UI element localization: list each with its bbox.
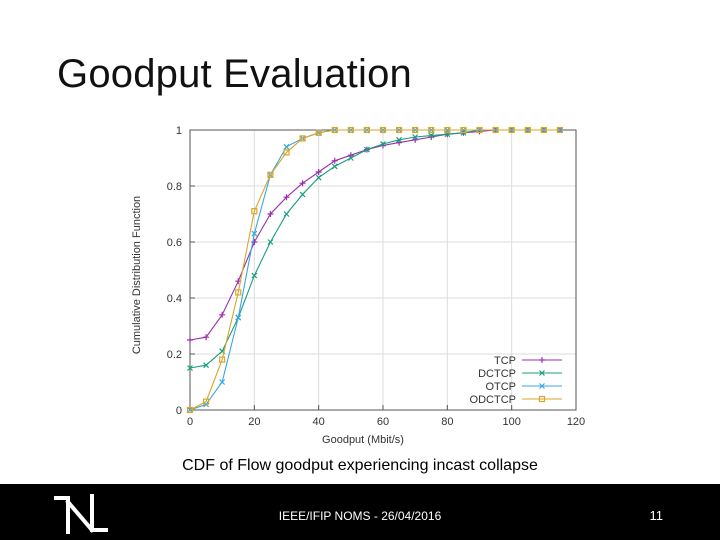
data-point-dctcp <box>299 191 306 198</box>
data-point-otcp <box>251 230 258 237</box>
data-point-odctcp <box>347 126 354 134</box>
data-point-odctcp <box>202 398 210 405</box>
data-point-odctcp <box>315 129 322 136</box>
y-tick-label: 0.6 <box>167 237 182 249</box>
legend-label-dctcp: DCTCP <box>478 368 516 380</box>
data-point-odctcp <box>476 126 483 134</box>
data-point-dctcp <box>283 211 290 217</box>
data-point-tcp <box>283 194 290 201</box>
data-point-dctcp <box>347 155 354 161</box>
cdf-chart: 0 20 40 60 80 100 120 0 0.2 0.4 0.6 0.8 1 Goodput (Mb… <box>131 125 585 446</box>
data-point-odctcp <box>524 126 531 134</box>
data-point-dctcp <box>396 136 403 143</box>
data-point-odctcp <box>460 126 467 134</box>
x-tick-label: 60 <box>377 416 389 428</box>
data-point-odctcp <box>540 126 547 134</box>
x-tick-label: 100 <box>502 416 520 428</box>
y-tick-label: 0 <box>176 405 182 417</box>
data-point-dctcp <box>331 163 338 170</box>
legend-label-tcp: TCP <box>494 355 516 367</box>
y-tick-label: 0.4 <box>167 293 182 305</box>
data-point-otcp <box>556 127 563 133</box>
data-point-odctcp <box>556 126 564 134</box>
y-tick-label: 1 <box>176 125 182 137</box>
data-point-tcp <box>267 211 274 217</box>
data-point-odctcp <box>235 289 242 296</box>
x-axis-label: Goodput (Mbit/s) <box>322 434 404 446</box>
data-point-odctcp <box>428 126 435 134</box>
data-point-otcp <box>235 314 242 321</box>
data-point-odctcp <box>283 149 290 156</box>
data-point-odctcp <box>492 126 499 134</box>
data-point-odctcp <box>186 406 194 414</box>
data-point-odctcp <box>379 126 387 134</box>
footer-text: IEEE/IFIP NOMS - 26/04/2016 <box>278 509 442 523</box>
footer-bar: IEEE/IFIP NOMS - 26/04/2016 11 <box>0 484 720 540</box>
data-point-odctcp <box>508 126 515 134</box>
legend-marker-odctcp <box>538 395 546 403</box>
legend-marker-tcp <box>539 357 545 363</box>
data-point-odctcp <box>412 126 419 134</box>
data-point-otcp <box>283 143 290 150</box>
data-point-odctcp <box>299 135 306 142</box>
legend-marker-otcp <box>539 383 545 389</box>
data-point-dctcp <box>251 272 258 279</box>
x-tick-label: 120 <box>567 416 585 428</box>
data-point-odctcp <box>331 126 338 134</box>
data-point-tcp <box>187 337 193 343</box>
page-number: 11 <box>649 508 664 523</box>
legend-marker-dctcp <box>539 370 545 376</box>
legend-label-odctcp: ODCTCP <box>470 394 516 406</box>
data-point-dctcp <box>315 174 322 181</box>
data-point-odctcp <box>444 126 451 134</box>
data-point-odctcp <box>363 126 371 134</box>
data-point-dctcp <box>428 132 435 139</box>
x-tick-label: 0 <box>187 416 193 428</box>
data-point-dctcp <box>363 146 370 153</box>
y-axis-label: Cumulative Distribution Function <box>131 196 143 354</box>
data-point-tcp <box>203 334 210 341</box>
slide-title: Goodput Evaluation <box>57 52 412 96</box>
data-point-tcp <box>315 169 322 175</box>
n-logo-icon <box>54 494 108 534</box>
y-tick-label: 0.8 <box>167 181 182 193</box>
data-point-tcp <box>331 157 338 164</box>
data-point-dctcp <box>203 362 210 369</box>
data-point-dctcp <box>412 134 419 140</box>
data-point-dctcp <box>267 239 274 245</box>
x-tick-label: 20 <box>248 416 260 428</box>
y-tick-label: 0.2 <box>167 349 182 361</box>
data-point-dctcp <box>380 141 386 147</box>
data-point-odctcp <box>251 208 258 215</box>
data-point-odctcp <box>267 171 274 178</box>
data-point-odctcp <box>219 356 226 363</box>
data-point-tcp <box>299 180 306 187</box>
data-point-otcp <box>219 379 226 385</box>
data-point-odctcp <box>395 126 403 134</box>
x-tick-label: 40 <box>313 416 325 428</box>
x-tick-label: 80 <box>441 416 453 428</box>
figure-caption: CDF of Flow goodput experiencing incast … <box>182 457 538 474</box>
legend-label-otcp: OTCP <box>485 381 516 393</box>
data-point-tcp <box>219 311 226 318</box>
data-point-dctcp <box>187 365 193 371</box>
